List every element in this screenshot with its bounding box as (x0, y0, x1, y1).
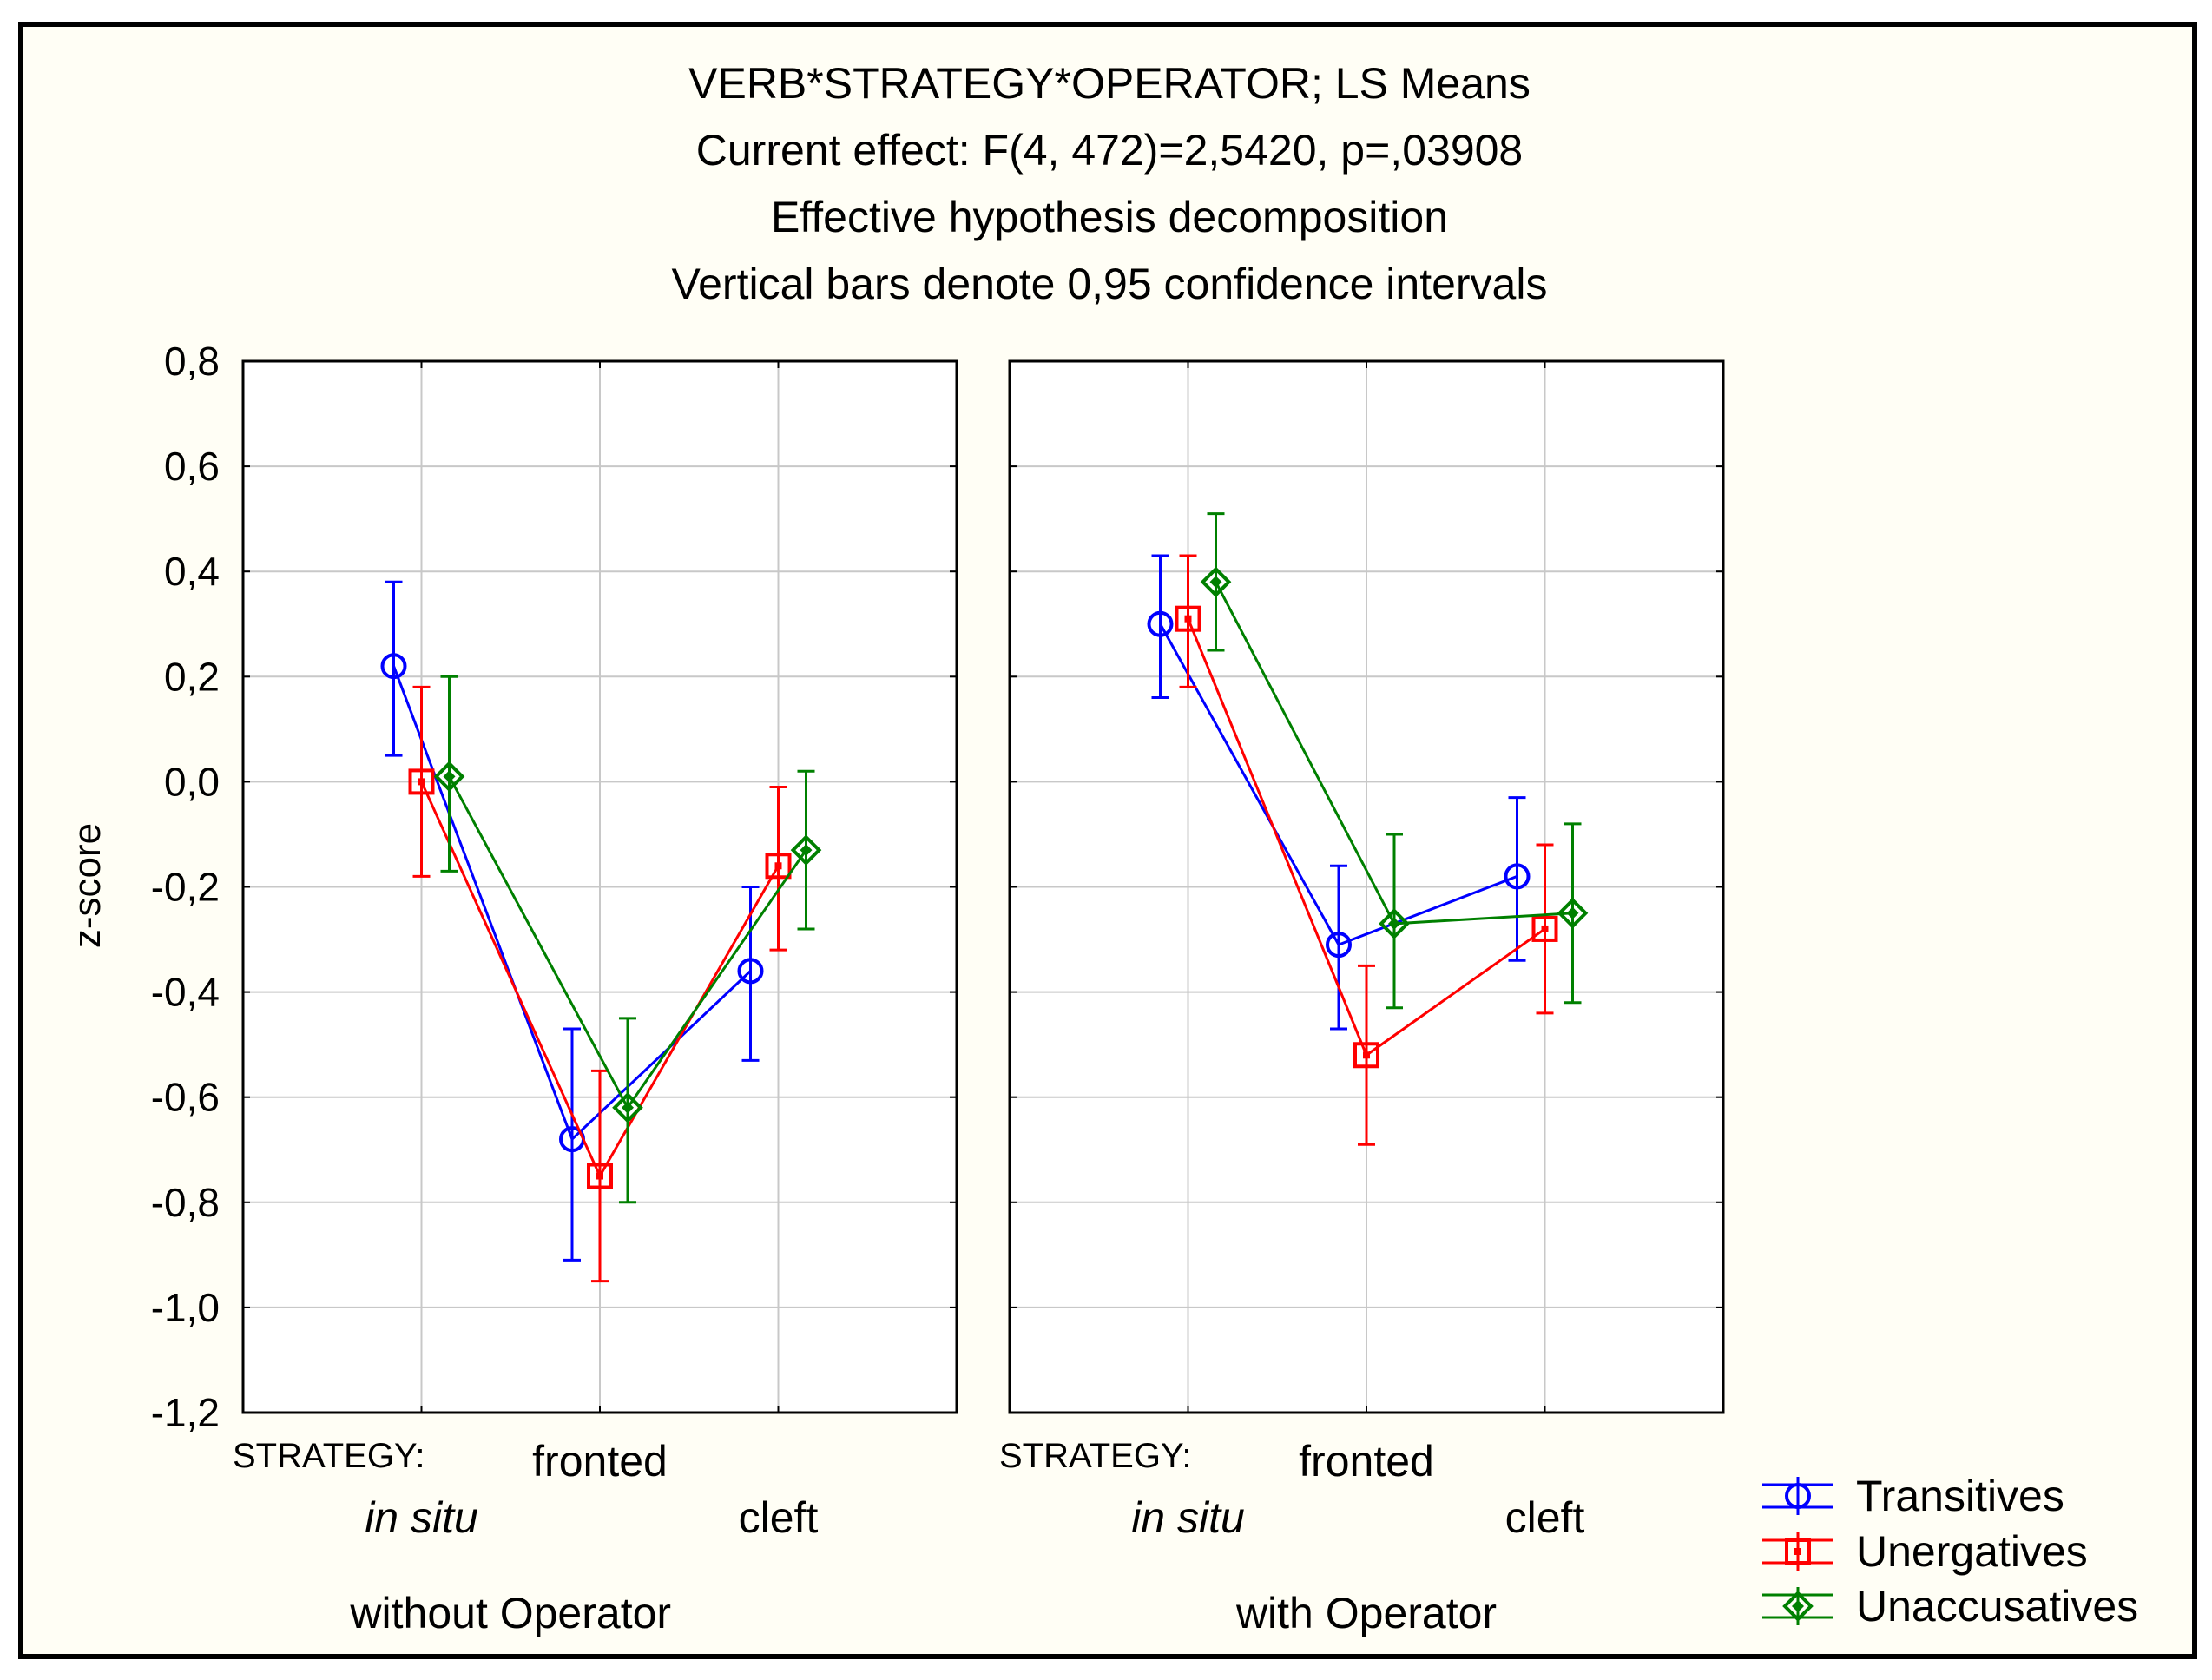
title-line-3: Effective hypothesis decomposition (771, 193, 1448, 241)
y-tick-label: -1,0 (151, 1285, 220, 1330)
series-unaccusatives (1200, 512, 1589, 1010)
panel-label: with Operator (1235, 1589, 1497, 1637)
y-tick-label: 0,6 (164, 444, 220, 489)
data-marker-square (1353, 1042, 1379, 1069)
y-axis-label: z-score (66, 823, 109, 948)
series-unergatives (1175, 554, 1558, 1146)
category-label: in situ (1131, 1493, 1245, 1542)
panel-label: without Operator (349, 1589, 671, 1637)
data-marker-diamond (1200, 566, 1232, 598)
y-tick-label: 0,2 (164, 654, 220, 699)
data-marker-diamond (1782, 1591, 1814, 1622)
title-line-2: Current effect: F(4, 472)=2,5420, p=,039… (696, 126, 1524, 175)
data-marker-square-center (774, 862, 782, 870)
data-marker-diamond (612, 1091, 643, 1123)
y-tick-label: -0,8 (151, 1180, 220, 1225)
data-marker-diamond (790, 834, 822, 866)
legend: Transitives Unergatives Unaccusatives (1762, 1472, 2138, 1631)
y-tick-label: 0,0 (164, 759, 220, 804)
data-marker-circle (1504, 863, 1531, 890)
category-label: fronted (532, 1437, 668, 1486)
legend-item-unaccusatives: Unaccusatives (1762, 1582, 2138, 1631)
data-marker-square (1531, 915, 1558, 942)
data-marker-square (1785, 1538, 1811, 1565)
strategy-label: STRATEGY: (999, 1437, 1192, 1475)
y-tick-label: -0,4 (151, 970, 220, 1015)
y-tick-label: -0,6 (151, 1075, 220, 1120)
data-marker-circle (1785, 1483, 1811, 1509)
y-axis-ticks: 0,8 0,6 0,4 0,2 0,0 -0,2 -0,4 -0,6 -0,8 -1,0 -1,2 (151, 339, 220, 1435)
data-marker-square-center (1794, 1548, 1801, 1555)
series-unergatives (408, 685, 792, 1283)
plot-frame (241, 359, 958, 1414)
series-unaccusatives (433, 675, 822, 1204)
data-marker-square-center (596, 1172, 603, 1180)
legend-label: Unaccusatives (1856, 1582, 2138, 1631)
data-marker-square-center (1541, 925, 1549, 932)
title-line-4: Vertical bars denote 0,95 confidence int… (672, 260, 1548, 308)
category-label: cleft (1505, 1493, 1585, 1542)
data-marker-diamond-center (1388, 917, 1400, 930)
category-label: cleft (739, 1493, 819, 1542)
legend-label: Transitives (1856, 1472, 2064, 1520)
data-marker-diamond-center (800, 844, 813, 857)
data-marker-square-center (1184, 615, 1192, 623)
y-tick-label: -0,2 (151, 865, 220, 910)
legend-item-unergatives: Unergatives (1762, 1527, 2088, 1576)
panel-1: STRATEGY: in situ fronted cleft without Oper… (233, 359, 958, 1637)
title-line-1: VERB*STRATEGY*OPERATOR; LS Means (688, 59, 1531, 108)
data-marker-square (408, 768, 435, 795)
category-label: fronted (1299, 1437, 1434, 1486)
data-marker-diamond-center (1209, 576, 1222, 589)
y-tick-label: -1,2 (151, 1390, 220, 1435)
chart-title: VERB*STRATEGY*OPERATOR; LS Means Current… (672, 59, 1548, 308)
data-marker-circle (737, 958, 764, 985)
data-marker-square (587, 1163, 613, 1189)
category-label: in situ (365, 1493, 478, 1542)
data-marker-diamond (433, 761, 465, 793)
data-marker-diamond-center (1566, 906, 1579, 919)
data-marker-diamond (1379, 908, 1410, 939)
series-transitives (1147, 554, 1531, 1031)
data-marker-circle (1147, 610, 1174, 637)
series-transitives (380, 580, 764, 1262)
data-marker-square-center (418, 778, 425, 786)
data-marker-diamond-center (622, 1101, 634, 1114)
chart-panels: STRATEGY: in situ fronted cleft without Oper… (233, 359, 1725, 1637)
data-marker-diamond-center (443, 770, 456, 783)
y-tick-label: 0,4 (164, 549, 220, 594)
plot-frame (1008, 359, 1725, 1414)
data-marker-square (1175, 605, 1201, 632)
legend-item-transitives: Transitives (1762, 1472, 2064, 1520)
data-marker-square (765, 853, 792, 880)
data-marker-circle (380, 653, 407, 680)
y-tick-label: 0,8 (164, 339, 220, 384)
data-marker-square-center (1363, 1051, 1370, 1059)
legend-label: Unergatives (1856, 1527, 2088, 1576)
strategy-label: STRATEGY: (233, 1437, 425, 1475)
data-marker-circle (1326, 932, 1352, 959)
data-marker-diamond-center (1792, 1600, 1804, 1612)
data-marker-diamond (1557, 897, 1589, 929)
